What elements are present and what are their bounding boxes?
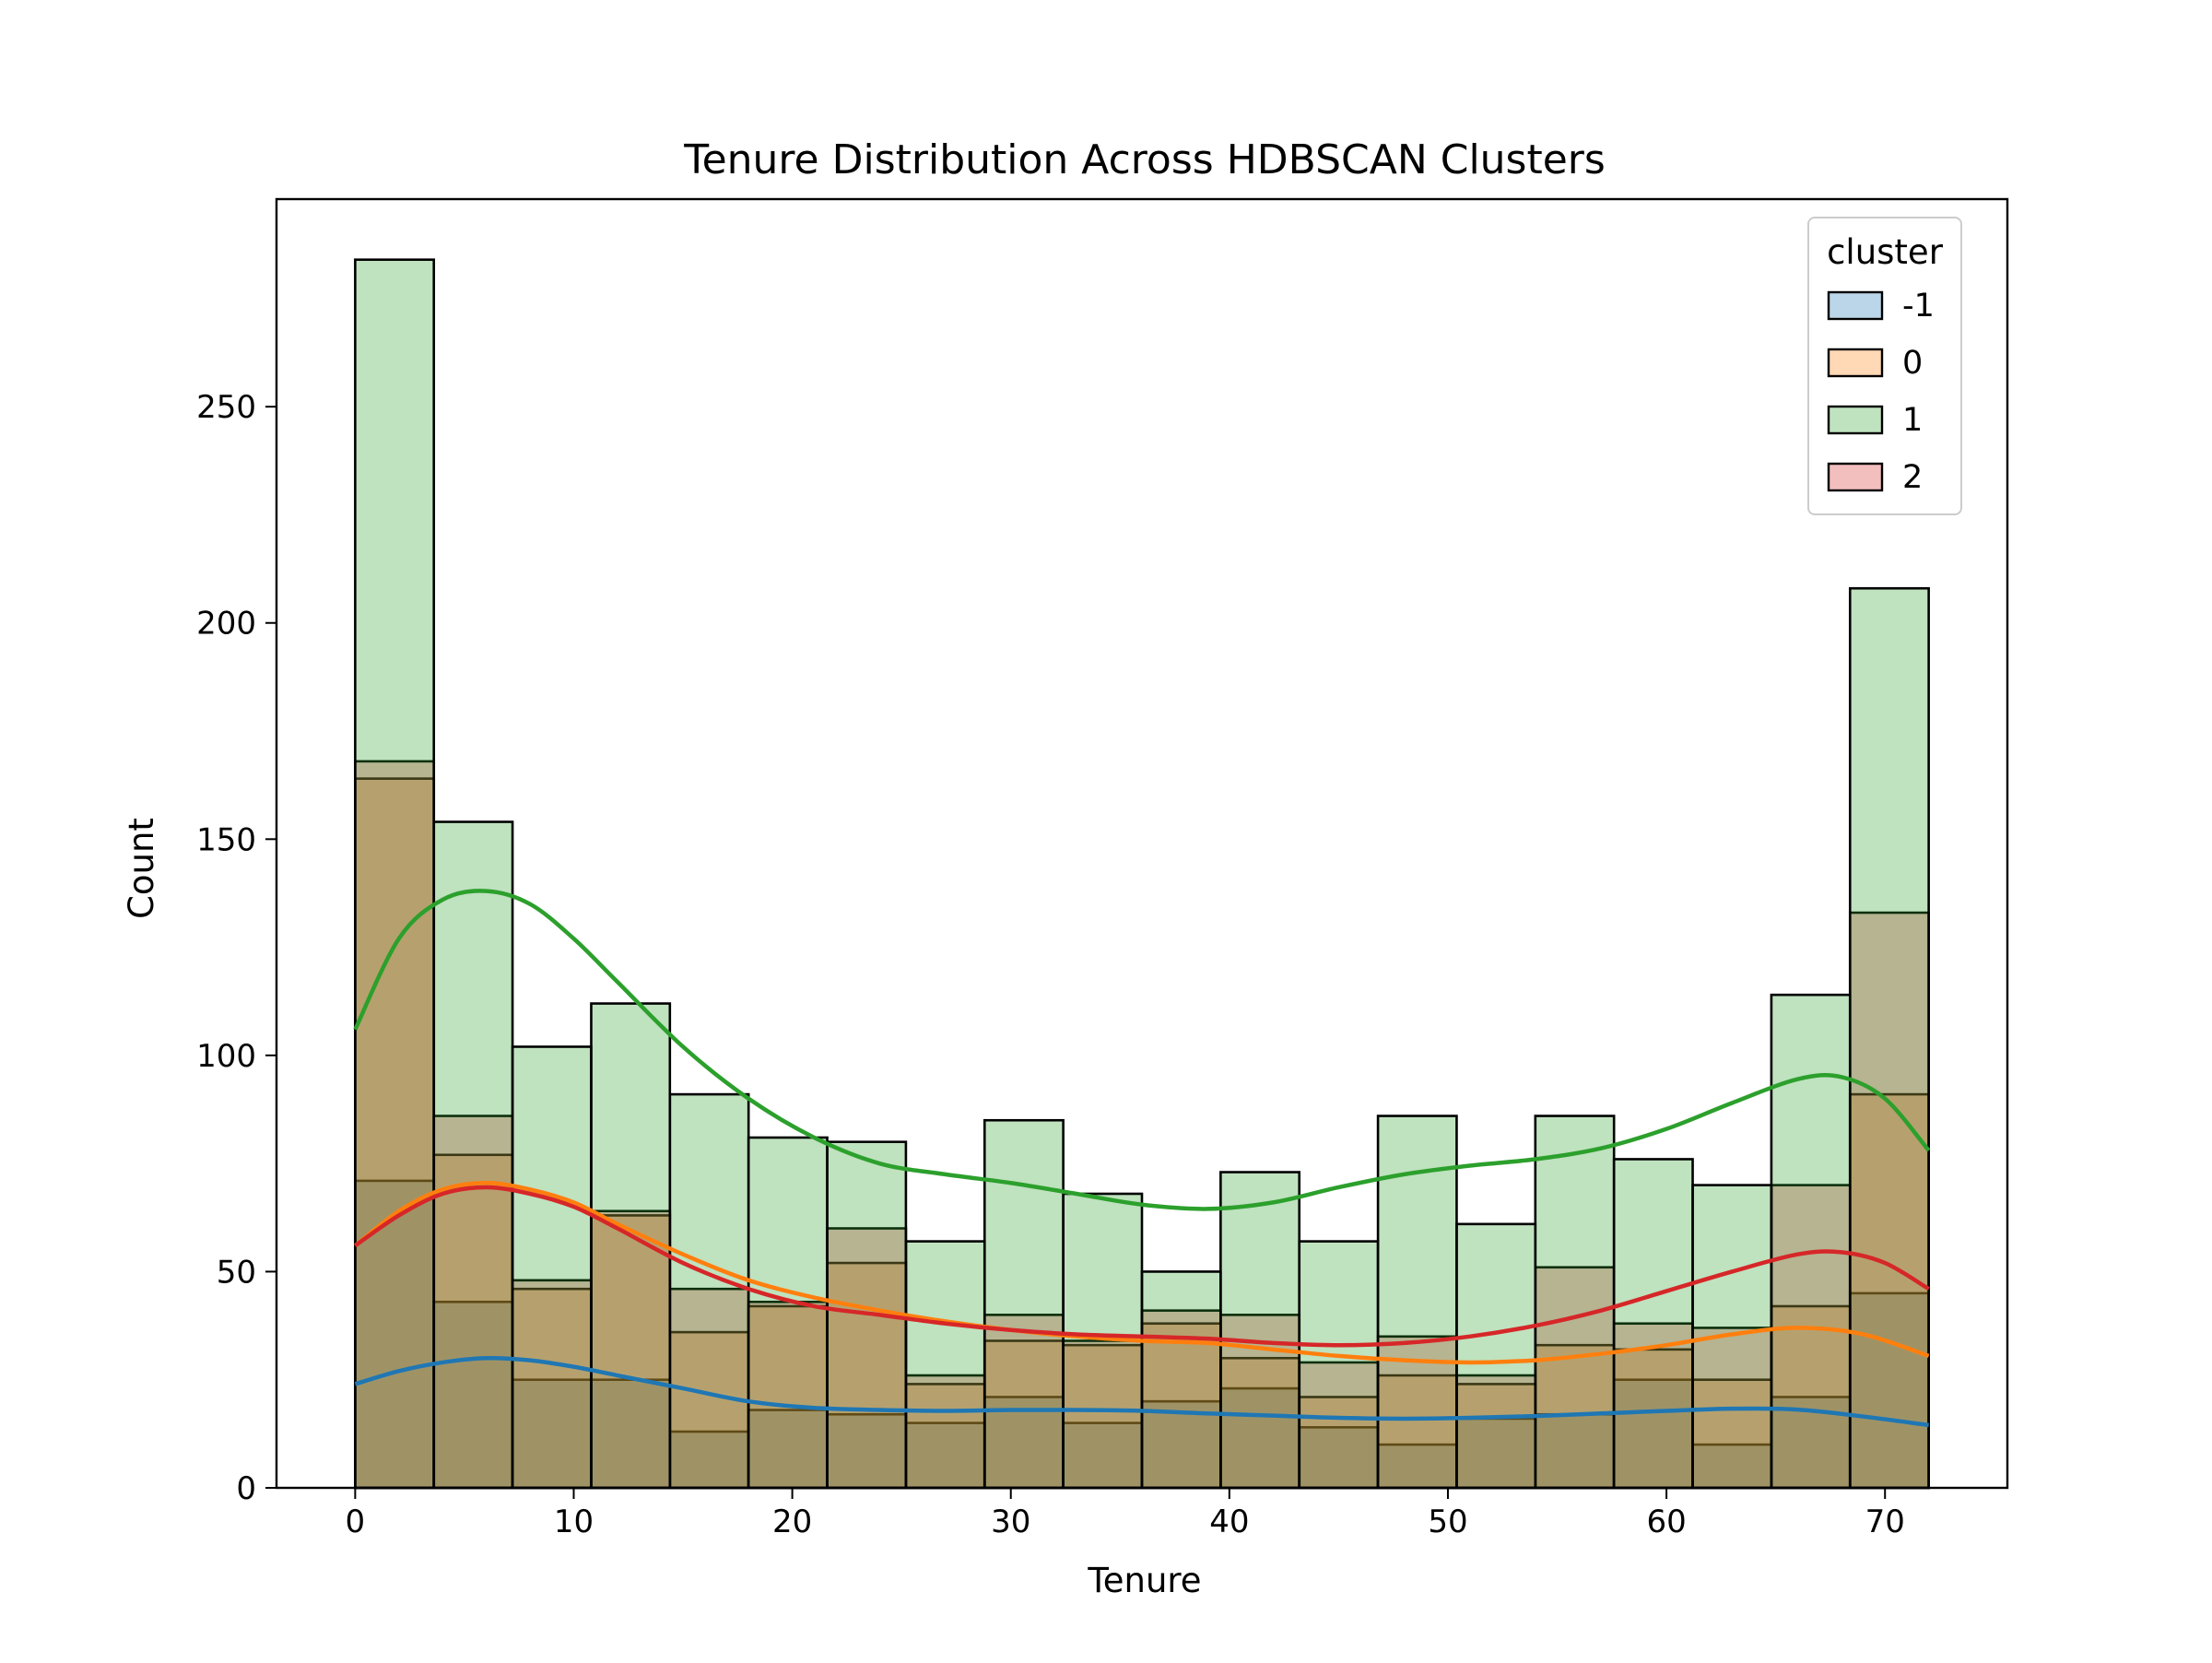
bar-cluster-0-bin-5 xyxy=(747,1304,829,1490)
x-tick-label-30: 30 xyxy=(991,1504,1030,1540)
legend: cluster -1 0 1 2 xyxy=(1807,217,1962,515)
bar-cluster-1-bin-1 xyxy=(432,820,514,1490)
plot-area xyxy=(275,197,2009,1490)
x-tick-label-0: 0 xyxy=(346,1504,366,1540)
bar-cluster-1-bin-0 xyxy=(354,258,436,1490)
bar-cluster-2-bin-18 xyxy=(1770,1184,1852,1490)
x-tick-label-10: 10 xyxy=(554,1504,594,1540)
bar-cluster--1-bin-16 xyxy=(1612,1378,1694,1490)
kde-line-cluster-2 xyxy=(354,1185,1930,1348)
x-tick-label-60: 60 xyxy=(1646,1504,1686,1540)
legend-label-cluster-1: 1 xyxy=(1902,402,1923,439)
bar-cluster--1-bin-17 xyxy=(1691,1443,1773,1490)
kde-line-cluster--1 xyxy=(354,1355,1929,1428)
bar-cluster-2-bin-2 xyxy=(511,1279,593,1490)
x-tick-label-20: 20 xyxy=(772,1504,812,1540)
bar-cluster--1-bin-11 xyxy=(1219,1386,1301,1490)
legend-swatch-cluster-1 xyxy=(1827,405,1884,435)
legend-label-cluster-2: 2 xyxy=(1902,459,1923,496)
x-axis-label: Tenure xyxy=(1087,1561,1201,1600)
kde-line-cluster-1 xyxy=(353,889,1931,1211)
legend-swatch-cluster-2 xyxy=(1827,462,1884,492)
bar-cluster-1-bin-16 xyxy=(1612,1158,1694,1490)
bar-cluster-0-bin-0 xyxy=(354,777,436,1490)
y-axis-ticks: 0 50 100 150 200 250 xyxy=(196,389,276,1507)
bar-cluster-1-bin-17 xyxy=(1691,1184,1773,1490)
x-tick-label-70: 70 xyxy=(1865,1504,1905,1540)
legend-swatch-cluster-0 xyxy=(1827,348,1884,378)
bar-cluster-1-bin-12 xyxy=(1298,1240,1380,1490)
y-tick-label-0: 0 xyxy=(236,1470,256,1507)
bar-cluster--1-bin-0 xyxy=(354,1179,436,1490)
bar-cluster-0-bin-2 xyxy=(511,1287,593,1490)
bar-cluster-1-bin-14 xyxy=(1455,1222,1537,1490)
bar-cluster-2-bin-15 xyxy=(1534,1266,1616,1490)
bar-cluster-1-bin-5 xyxy=(747,1136,829,1490)
bar-cluster-1-bin-4 xyxy=(668,1092,750,1490)
legend-label-cluster-0: 0 xyxy=(1902,345,1923,382)
bar-cluster-2-bin-3 xyxy=(590,1209,672,1490)
axes-frame xyxy=(275,197,2009,1490)
y-tick-label-150: 150 xyxy=(196,821,256,858)
bar-cluster-1-bin-10 xyxy=(1140,1270,1222,1490)
bar-cluster-1-bin-3 xyxy=(590,1002,672,1490)
x-axis-ticks: 0 10 20 30 40 50 60 70 xyxy=(346,1488,1905,1540)
bar-cluster-2-bin-19 xyxy=(1848,911,1930,1490)
y-tick-label-250: 250 xyxy=(196,389,256,426)
legend-label-cluster--1: -1 xyxy=(1902,288,1935,324)
bar-cluster-0-bin-9 xyxy=(1062,1343,1144,1490)
bar-cluster-0-bin-3 xyxy=(590,1214,672,1490)
bar-cluster-1-bin-8 xyxy=(982,1118,1065,1490)
bar-cluster-2-bin-9 xyxy=(1062,1339,1144,1490)
bar-cluster-1-bin-11 xyxy=(1219,1171,1301,1490)
bar-cluster-0-bin-4 xyxy=(668,1330,750,1490)
bar-cluster-2-bin-14 xyxy=(1455,1374,1537,1490)
x-tick-label-50: 50 xyxy=(1428,1504,1467,1540)
bar-cluster-0-bin-10 xyxy=(1140,1322,1222,1490)
bar-cluster--1-bin-1 xyxy=(432,1300,514,1490)
bar-cluster-2-bin-7 xyxy=(904,1374,986,1490)
legend-title: cluster xyxy=(1827,232,1944,272)
bar-cluster-1-bin-7 xyxy=(904,1240,986,1490)
y-tick-label-200: 200 xyxy=(196,606,256,643)
x-tick-label-40: 40 xyxy=(1209,1504,1249,1540)
kde-line-cluster-0 xyxy=(353,1181,1930,1365)
bar-cluster-1-bin-19 xyxy=(1848,586,1930,1490)
bar-cluster-0-bin-8 xyxy=(982,1339,1065,1490)
bar-cluster--1-bin-2 xyxy=(511,1378,593,1490)
chart-title: Tenure Distribution Across HDBSCAN Clust… xyxy=(683,136,1606,183)
bar-cluster--1-bin-14 xyxy=(1455,1417,1537,1490)
y-tick-label-100: 100 xyxy=(196,1038,256,1075)
bar-cluster-1-bin-15 xyxy=(1534,1115,1616,1490)
legend-swatch-cluster--1 xyxy=(1827,290,1884,321)
bar-cluster-1-bin-2 xyxy=(511,1045,593,1490)
bar-cluster--1-bin-13 xyxy=(1376,1443,1458,1490)
bar-cluster-0-bin-1 xyxy=(432,1153,514,1490)
bar-cluster-2-bin-5 xyxy=(747,1300,829,1490)
y-axis-label: Count xyxy=(122,818,161,919)
bar-cluster-0-bin-17 xyxy=(1691,1378,1773,1490)
y-tick-label-50: 50 xyxy=(217,1254,256,1291)
